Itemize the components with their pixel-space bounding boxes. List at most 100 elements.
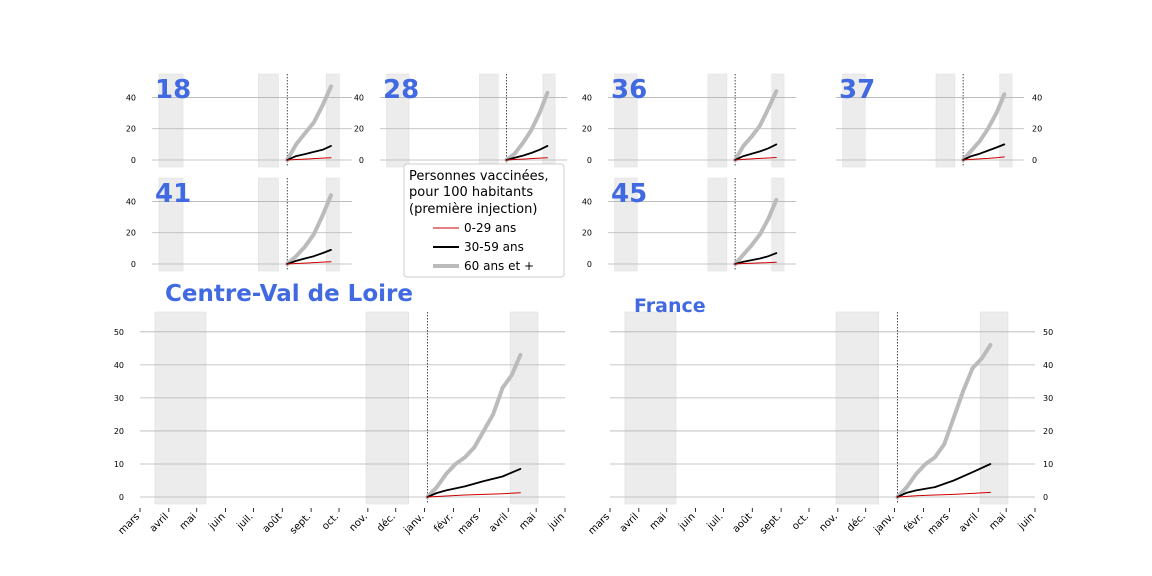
x-tick-label: déc. — [844, 511, 867, 534]
y-tick-label: 40 — [354, 93, 364, 102]
x-tick-label: févr. — [902, 511, 926, 535]
y-tick-label: 50 — [114, 328, 124, 337]
legend-label-old: 60 ans et + — [464, 259, 534, 273]
x-tick-label: juin — [546, 511, 567, 532]
legend-title-line-2: pour 100 habitants — [409, 185, 533, 200]
x-tick-label: oct. — [790, 511, 811, 532]
x-tick-label: avril — [957, 511, 980, 534]
y-tick-label: 10 — [114, 460, 124, 469]
series-line-young — [896, 491, 991, 498]
series-line-young — [286, 157, 332, 161]
x-tick-label: juin — [1016, 511, 1037, 532]
panel-41: 0 20 40 41 — [126, 177, 352, 272]
y-tick-label: 20 — [114, 427, 124, 436]
y-tick-label: 0 — [131, 260, 136, 269]
panel-label: 36 — [611, 75, 647, 105]
panel-45: 0 20 40 45 — [582, 177, 796, 272]
shaded-period-2 — [479, 73, 499, 168]
panel-label: Centre-Val de Loire — [165, 281, 413, 307]
x-tick-label: août — [730, 511, 754, 535]
x-tick-label: nov. — [347, 511, 369, 533]
x-tick-label: juil. — [234, 511, 255, 532]
series-line-old — [285, 193, 333, 266]
x-tick-label: avril — [148, 511, 171, 534]
series-line-mid — [734, 252, 778, 265]
x-tick-label: sept. — [288, 511, 313, 536]
series-line-young — [505, 157, 548, 161]
shaded-period-3 — [771, 177, 785, 272]
x-tick-label: mars — [456, 511, 482, 537]
panel-label: France — [634, 295, 706, 317]
shaded-period-2 — [258, 73, 279, 168]
series-line-young — [962, 156, 1005, 161]
shaded-period-3 — [509, 311, 539, 505]
series-line-old — [961, 92, 1007, 162]
panel-18: 0 20 40 18 — [126, 73, 352, 168]
x-tick-label: mars — [926, 511, 952, 537]
legend-title-line-3: (première injection) — [409, 202, 537, 217]
shaded-period-3 — [542, 73, 556, 168]
x-tick-label: mai — [517, 511, 538, 532]
series-line-mid — [896, 463, 992, 498]
shaded-period-3 — [325, 177, 340, 272]
y-tick-label: 20 — [582, 125, 592, 134]
x-tick-label: août — [260, 511, 284, 535]
y-tick-label: 20 — [354, 125, 364, 134]
panel-label: 41 — [155, 179, 191, 209]
y-tick-label: 0 — [359, 156, 364, 165]
x-tick-label: janv. — [402, 511, 427, 536]
panel-36: 0 20 40 36 — [582, 73, 796, 168]
x-tick-label: janv. — [872, 511, 897, 536]
x-tick-label: févr. — [432, 511, 456, 535]
x-tick-label: juin — [676, 511, 697, 532]
x-tick-label: sept. — [758, 511, 783, 536]
y-tick-label: 40 — [582, 93, 592, 102]
x-tick-label: avril — [487, 511, 510, 534]
series-line-mid — [734, 143, 778, 161]
y-tick-label: 20 — [1032, 125, 1042, 134]
shaded-period-3 — [979, 311, 1009, 505]
shaded-period-2 — [365, 311, 410, 505]
shaded-period-2 — [258, 177, 279, 272]
shaded-period-2 — [835, 311, 880, 505]
x-tick-label: mai — [178, 511, 199, 532]
panel-label: 28 — [383, 75, 419, 105]
legend-box — [403, 163, 565, 278]
series-line-mid — [286, 144, 332, 161]
series-line-old — [733, 197, 779, 266]
shaded-period-2 — [707, 73, 728, 168]
x-tick-label: mars — [117, 511, 143, 537]
x-tick-label: mai — [987, 511, 1008, 532]
shaded-period-1 — [158, 177, 184, 272]
panel-37: 0 20 40 37 — [836, 73, 1042, 168]
y-tick-label: 30 — [114, 394, 124, 403]
y-tick-label: 10 — [1043, 460, 1053, 469]
y-tick-label: 20 — [582, 229, 592, 238]
y-tick-label: 0 — [131, 156, 136, 165]
series-line-young — [734, 261, 777, 265]
x-tick-label: mai — [648, 511, 669, 532]
shaded-period-1 — [624, 311, 677, 505]
shaded-period-1 — [154, 311, 207, 505]
y-tick-label: 20 — [1043, 427, 1053, 436]
series-line-young — [286, 261, 332, 265]
series-line-old — [895, 343, 993, 499]
panel-label: 37 — [839, 75, 875, 105]
shaded-period-2 — [707, 177, 728, 272]
y-tick-label: 0 — [119, 493, 124, 502]
x-tick-label: nov. — [817, 511, 839, 533]
series-line-old — [733, 89, 779, 162]
x-tick-label: avril — [618, 511, 641, 534]
y-tick-label: 40 — [582, 197, 592, 206]
y-tick-label: 20 — [126, 229, 136, 238]
series-line-mid — [962, 143, 1006, 161]
x-tick-label: juin — [206, 511, 227, 532]
y-tick-label: 0 — [587, 260, 592, 269]
y-tick-label: 0 — [587, 156, 592, 165]
series-line-old — [504, 90, 550, 162]
shaded-period-1 — [158, 73, 184, 168]
panel-28: 0 20 40 28 — [354, 73, 567, 168]
y-tick-label: 40 — [1032, 93, 1042, 102]
